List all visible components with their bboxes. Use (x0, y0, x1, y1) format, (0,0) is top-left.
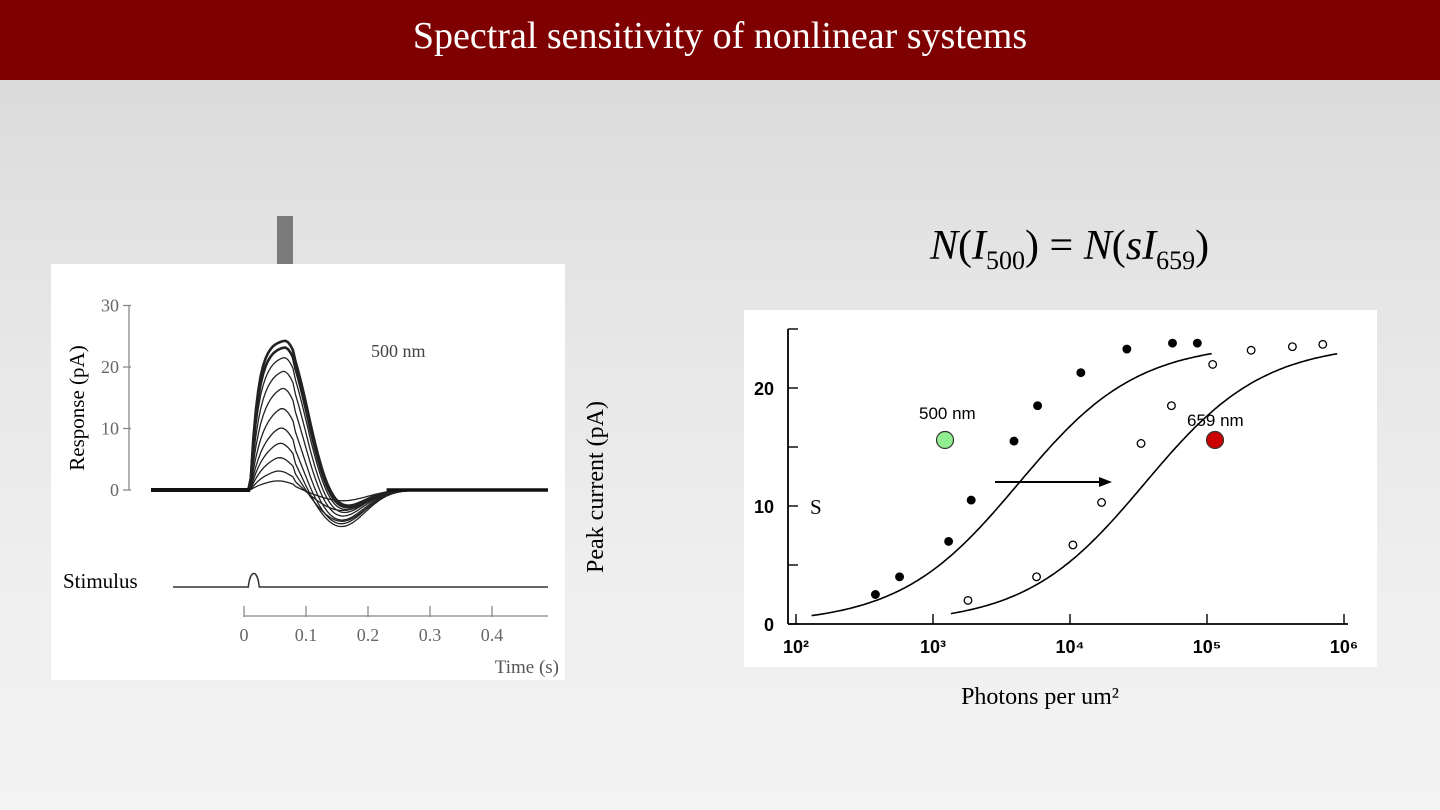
series-label-500: 500 nm (919, 404, 976, 423)
equivalence-equation: N(I500) = N(sI659) (930, 223, 1210, 275)
eq-rhs-variable: I (1142, 223, 1157, 269)
data-point-659nm (1318, 339, 1328, 349)
data-point-500nm (1033, 401, 1043, 411)
response-trace (154, 408, 544, 521)
eq-rhs-function: N (1083, 223, 1112, 269)
x-tick-label: 0.3 (419, 625, 442, 645)
data-point-659nm (1246, 345, 1256, 355)
data-point-500nm (1076, 368, 1086, 378)
data-point-500nm (1009, 436, 1019, 446)
y-tick-label: 20 (101, 357, 119, 377)
x-tick-label: 0.1 (295, 625, 318, 645)
data-point-659nm (1068, 540, 1078, 550)
data-point-500nm (1168, 338, 1177, 348)
y-tick-label: 30 (101, 296, 119, 316)
data-point-659nm (1166, 401, 1176, 411)
x-tick-label: 10⁶ (1330, 637, 1358, 657)
response-trace (154, 339, 544, 508)
x-tick-label: 10² (783, 637, 809, 657)
dot-500nm (935, 430, 955, 450)
right-arrow-icon (995, 477, 1112, 487)
data-point-500nm (895, 572, 905, 582)
data-point-659nm (1208, 359, 1218, 369)
title-bar: Spectral sensitivity of nonlinear system… (0, 0, 1440, 80)
y-tick-label: 10 (754, 497, 774, 517)
response-trace (154, 387, 544, 517)
data-point-500nm (1192, 338, 1202, 348)
x-tick-label: 0.4 (481, 625, 504, 645)
eq-equals: = (1049, 223, 1074, 269)
series-label-659: 659 nm (1187, 411, 1244, 430)
dot-659nm (1205, 430, 1225, 450)
intensity-response-chart: 0 10 20 10² 10³ 10⁴ 10⁵ 10⁶ 500 nm 659 nm S (754, 328, 1358, 657)
x-tick-label: 10⁵ (1193, 637, 1221, 657)
data-point-659nm (1097, 498, 1107, 507)
data-point-500nm (1122, 344, 1132, 354)
data-point-659nm (1287, 342, 1297, 352)
response-trace (154, 357, 544, 511)
data-point-659nm (963, 595, 973, 605)
data-point-500nm (870, 590, 880, 599)
shift-label-s: S (810, 495, 822, 519)
y-tick-label: 20 (754, 379, 774, 399)
eq-rhs-scale: s (1125, 223, 1143, 269)
time-x-axis-label: Time (s) (495, 657, 559, 678)
x-tick-label: 10³ (920, 637, 946, 657)
response-chart: 0 10 20 30 0 0.1 0.2 0.3 0.4 500 nm Response (pA… (63, 296, 559, 679)
data-point-500nm (966, 495, 976, 505)
x-tick-label: 0 (240, 625, 249, 645)
intensity-response-figure: 0 10 20 10² 10³ 10⁴ 10⁵ 10⁶ 500 nm 659 nm S (744, 310, 1377, 667)
stimulus-trace (173, 572, 548, 588)
peak-current-y-axis-label: Peak current (pA) (583, 401, 609, 573)
eq-lhs-subscript: 500 (986, 246, 1026, 275)
x-tick-label: 0.2 (357, 625, 380, 645)
x-tick-label: 10⁴ (1056, 637, 1085, 657)
y-tick-label: 0 (764, 615, 774, 635)
response-trace (154, 442, 544, 528)
eq-lhs-function: N (930, 223, 959, 269)
response-trace (154, 346, 544, 509)
eq-lhs-variable: I (972, 223, 987, 269)
slide-title: Spectral sensitivity of nonlinear system… (412, 15, 1028, 57)
data-point-500nm (944, 536, 954, 546)
y-tick-label: 10 (101, 419, 119, 439)
stimulus-label: Stimulus (63, 569, 138, 593)
wavelength-label-500: 500 nm (371, 341, 426, 361)
data-point-659nm (1136, 439, 1146, 448)
eq-rhs-subscript: 659 (1156, 246, 1196, 275)
photons-x-axis-label: Photons per um² (961, 684, 1119, 710)
response-y-axis-label: Response (pA) (65, 345, 89, 470)
fit-curve-500nm (811, 352, 1212, 617)
response-figure: 0 10 20 30 0 0.1 0.2 0.3 0.4 500 nm Response (pA… (51, 264, 565, 680)
y-tick-label: 0 (110, 480, 119, 500)
fit-curve-659nm (950, 353, 1338, 615)
data-point-659nm (1032, 572, 1042, 582)
